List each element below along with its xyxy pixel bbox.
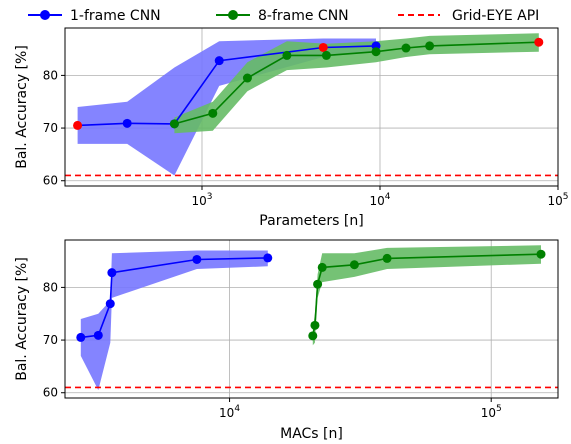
data-point-1-0 bbox=[169, 119, 179, 129]
data-point-0-2 bbox=[105, 299, 115, 309]
data-point-1-5 bbox=[382, 253, 392, 263]
y-tick-label-2: 80 bbox=[43, 280, 58, 294]
data-point-0-1 bbox=[93, 330, 103, 340]
data-point-1-4 bbox=[321, 50, 331, 60]
plot-frame bbox=[64, 239, 559, 399]
y-tick-label-0: 60 bbox=[43, 386, 58, 400]
x-tick-label-2: 105 bbox=[547, 192, 568, 208]
chart-parameters-panel: 60 70 80 103 104 105 Parameters [n] Bal. Accura… bbox=[14, 27, 569, 229]
data-point-0-3 bbox=[214, 56, 224, 66]
chart-macs-panel: 60 70 80 104 105 MACs [n] Bal. Accuracy [%] bbox=[14, 239, 559, 442]
x-tick-label-1: 104 bbox=[369, 192, 390, 208]
legend-item-1frame: 1-frame CNN bbox=[28, 8, 161, 24]
y-tick-label-1: 70 bbox=[43, 121, 58, 135]
legend-item-8frame: 8-frame CNN bbox=[216, 8, 349, 24]
data-point-1-5 bbox=[371, 47, 381, 57]
data-point-1-1 bbox=[310, 320, 320, 330]
x-tick-label-1: 105 bbox=[481, 404, 502, 420]
y-axis-label: Bal. Accuracy [%] bbox=[14, 45, 30, 169]
data-point-1-1 bbox=[208, 108, 218, 118]
data-point-0-3 bbox=[107, 268, 117, 278]
x-tick-label-0: 104 bbox=[219, 404, 240, 420]
data-point-1-2 bbox=[242, 73, 252, 83]
legend-label-grid-eye: Grid-EYE API bbox=[452, 8, 539, 24]
data-point-1-3 bbox=[282, 50, 292, 60]
data-point-0-5 bbox=[263, 253, 273, 263]
y-axis-label: Bal. Accuracy [%] bbox=[14, 257, 30, 381]
y-tick-label-2: 80 bbox=[43, 68, 58, 82]
y-tick-label-1: 70 bbox=[43, 333, 58, 347]
data-point-0-4 bbox=[192, 254, 202, 264]
data-point-1-0 bbox=[308, 331, 318, 341]
legend-label-8frame: 8-frame CNN bbox=[258, 8, 349, 24]
band-1 bbox=[174, 33, 539, 134]
band-0 bbox=[80, 250, 268, 391]
legend-marker-1frame bbox=[40, 10, 50, 20]
data-point-1-6 bbox=[401, 43, 411, 53]
legend: 1-frame CNN 8-frame CNN Grid-EYE API bbox=[28, 8, 539, 24]
x-axis-label: Parameters [n] bbox=[259, 213, 363, 229]
data-point-1-6 bbox=[536, 249, 546, 259]
data-point-0-0 bbox=[76, 332, 86, 342]
y-tick-label-0: 60 bbox=[43, 174, 58, 188]
legend-item-gridEye: Grid-EYE API bbox=[398, 8, 539, 24]
data-point-0-0 bbox=[73, 120, 83, 130]
data-point-1-7 bbox=[425, 41, 435, 51]
legend-label-1frame: 1-frame CNN bbox=[70, 8, 161, 24]
band-0 bbox=[77, 38, 376, 176]
series-line-0 bbox=[77, 45, 377, 127]
data-point-1-2 bbox=[313, 279, 323, 289]
data-point-1-4 bbox=[349, 260, 359, 270]
data-point-0-1 bbox=[122, 118, 132, 128]
x-tick-label-0: 103 bbox=[191, 192, 212, 208]
legend-marker-8frame bbox=[228, 10, 238, 20]
x-axis-label: MACs [n] bbox=[280, 426, 343, 442]
data-point-1-3 bbox=[317, 262, 327, 272]
band-1 bbox=[312, 245, 541, 346]
data-point-1-8 bbox=[534, 37, 544, 47]
plot-frame bbox=[64, 27, 559, 187]
data-point-0-4 bbox=[318, 42, 328, 52]
